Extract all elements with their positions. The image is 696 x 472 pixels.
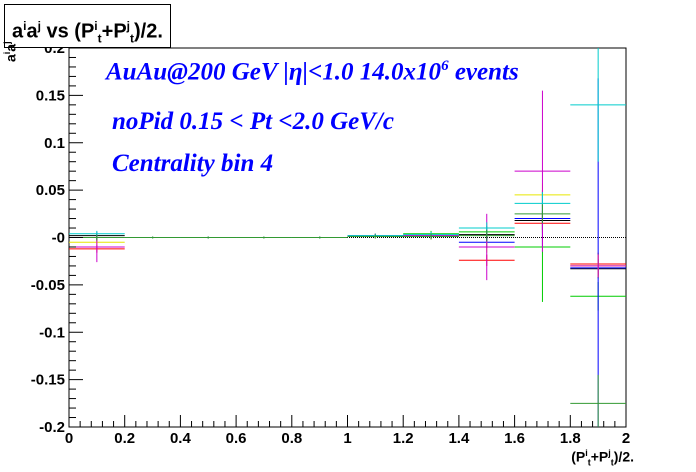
y-tick-label: -0.15: [31, 372, 65, 389]
xlabel-text-3: )/2.: [613, 448, 634, 465]
y-tick-label: -0.2: [39, 419, 65, 436]
x-tick-label: 1.4: [448, 430, 470, 447]
y-tick-label: 0.15: [36, 87, 65, 104]
title-text-1: a: [12, 20, 24, 43]
title-text-5: )/2.: [134, 20, 163, 43]
annotation-line-1-main: AuAu@200 GeV |η|<1.0 14.0x10: [106, 58, 442, 86]
series-layer: [69, 48, 626, 427]
chart-title: aiaj vs (Pit+Pjt)/2.: [4, 4, 171, 48]
x-tick-label: 1.6: [504, 430, 525, 447]
title-sub-4: t: [130, 31, 135, 46]
ylabel-sup-1: i: [2, 51, 12, 55]
x-tick-label: 0.6: [226, 430, 247, 447]
annotation-line-2: noPid 0.15 < Pt <2.0 GeV/c: [112, 108, 394, 135]
y-tick-label: 0.1: [44, 135, 65, 152]
xlabel-sup-1: i: [585, 448, 588, 458]
x-tick-label: 2: [622, 430, 630, 447]
title-text-2: a: [26, 20, 38, 43]
ylabel-text-1: a: [2, 54, 19, 62]
xlabel-sub-2: t: [610, 457, 614, 468]
y-axis-title: aiaj: [2, 41, 19, 62]
x-tick-label: 0: [65, 430, 73, 447]
xlabel-sup-2: j: [608, 448, 611, 458]
x-tick-label: 0.8: [281, 430, 302, 447]
title-sub-3: t: [97, 31, 102, 46]
tick-layer: 0 0.2 0.4 0.6 0.8 1 1.2 1.4 1.6 1.8 2 -0.2 -0.15 -0.1…: [31, 40, 630, 447]
x-tick-label: 0.2: [114, 430, 135, 447]
title-sup-2: j: [37, 19, 41, 33]
x-tick-label: 0.4: [170, 430, 192, 447]
x-tick-label: 1.8: [560, 430, 581, 447]
xlabel-text-2: +P: [590, 448, 609, 465]
xlabel-text-1: (P: [571, 448, 586, 465]
ylabel-text-2: a: [2, 43, 19, 52]
xlabel-sub-1: t: [587, 457, 591, 468]
y-tick-label: -0.1: [39, 324, 65, 341]
y-tick-label: 0.05: [36, 182, 65, 199]
title-sup-4: j: [126, 19, 131, 33]
annotation-line-1-tail: events: [448, 58, 519, 86]
title-sup-1: i: [23, 19, 27, 33]
x-tick-label: 1: [343, 430, 351, 447]
annotation-line-1: AuAu@200 GeV |η|<1.0 14.0x106 events: [106, 58, 519, 86]
x-tick-label: 1.2: [393, 430, 414, 447]
title-sup-3: i: [94, 19, 98, 33]
x-axis-title: (Pit+Pjt)/2.: [571, 448, 634, 467]
title-text-3: vs (P: [40, 20, 95, 43]
y-tick-label: -0: [52, 230, 65, 247]
y-tick-label: -0.05: [31, 277, 65, 294]
annotation-line-3: Centrality bin 4: [112, 150, 274, 177]
annotation-line-1-sup: 6: [441, 58, 449, 74]
ylabel-sup-2: j: [2, 41, 12, 44]
title-text-4: +P: [101, 20, 127, 43]
